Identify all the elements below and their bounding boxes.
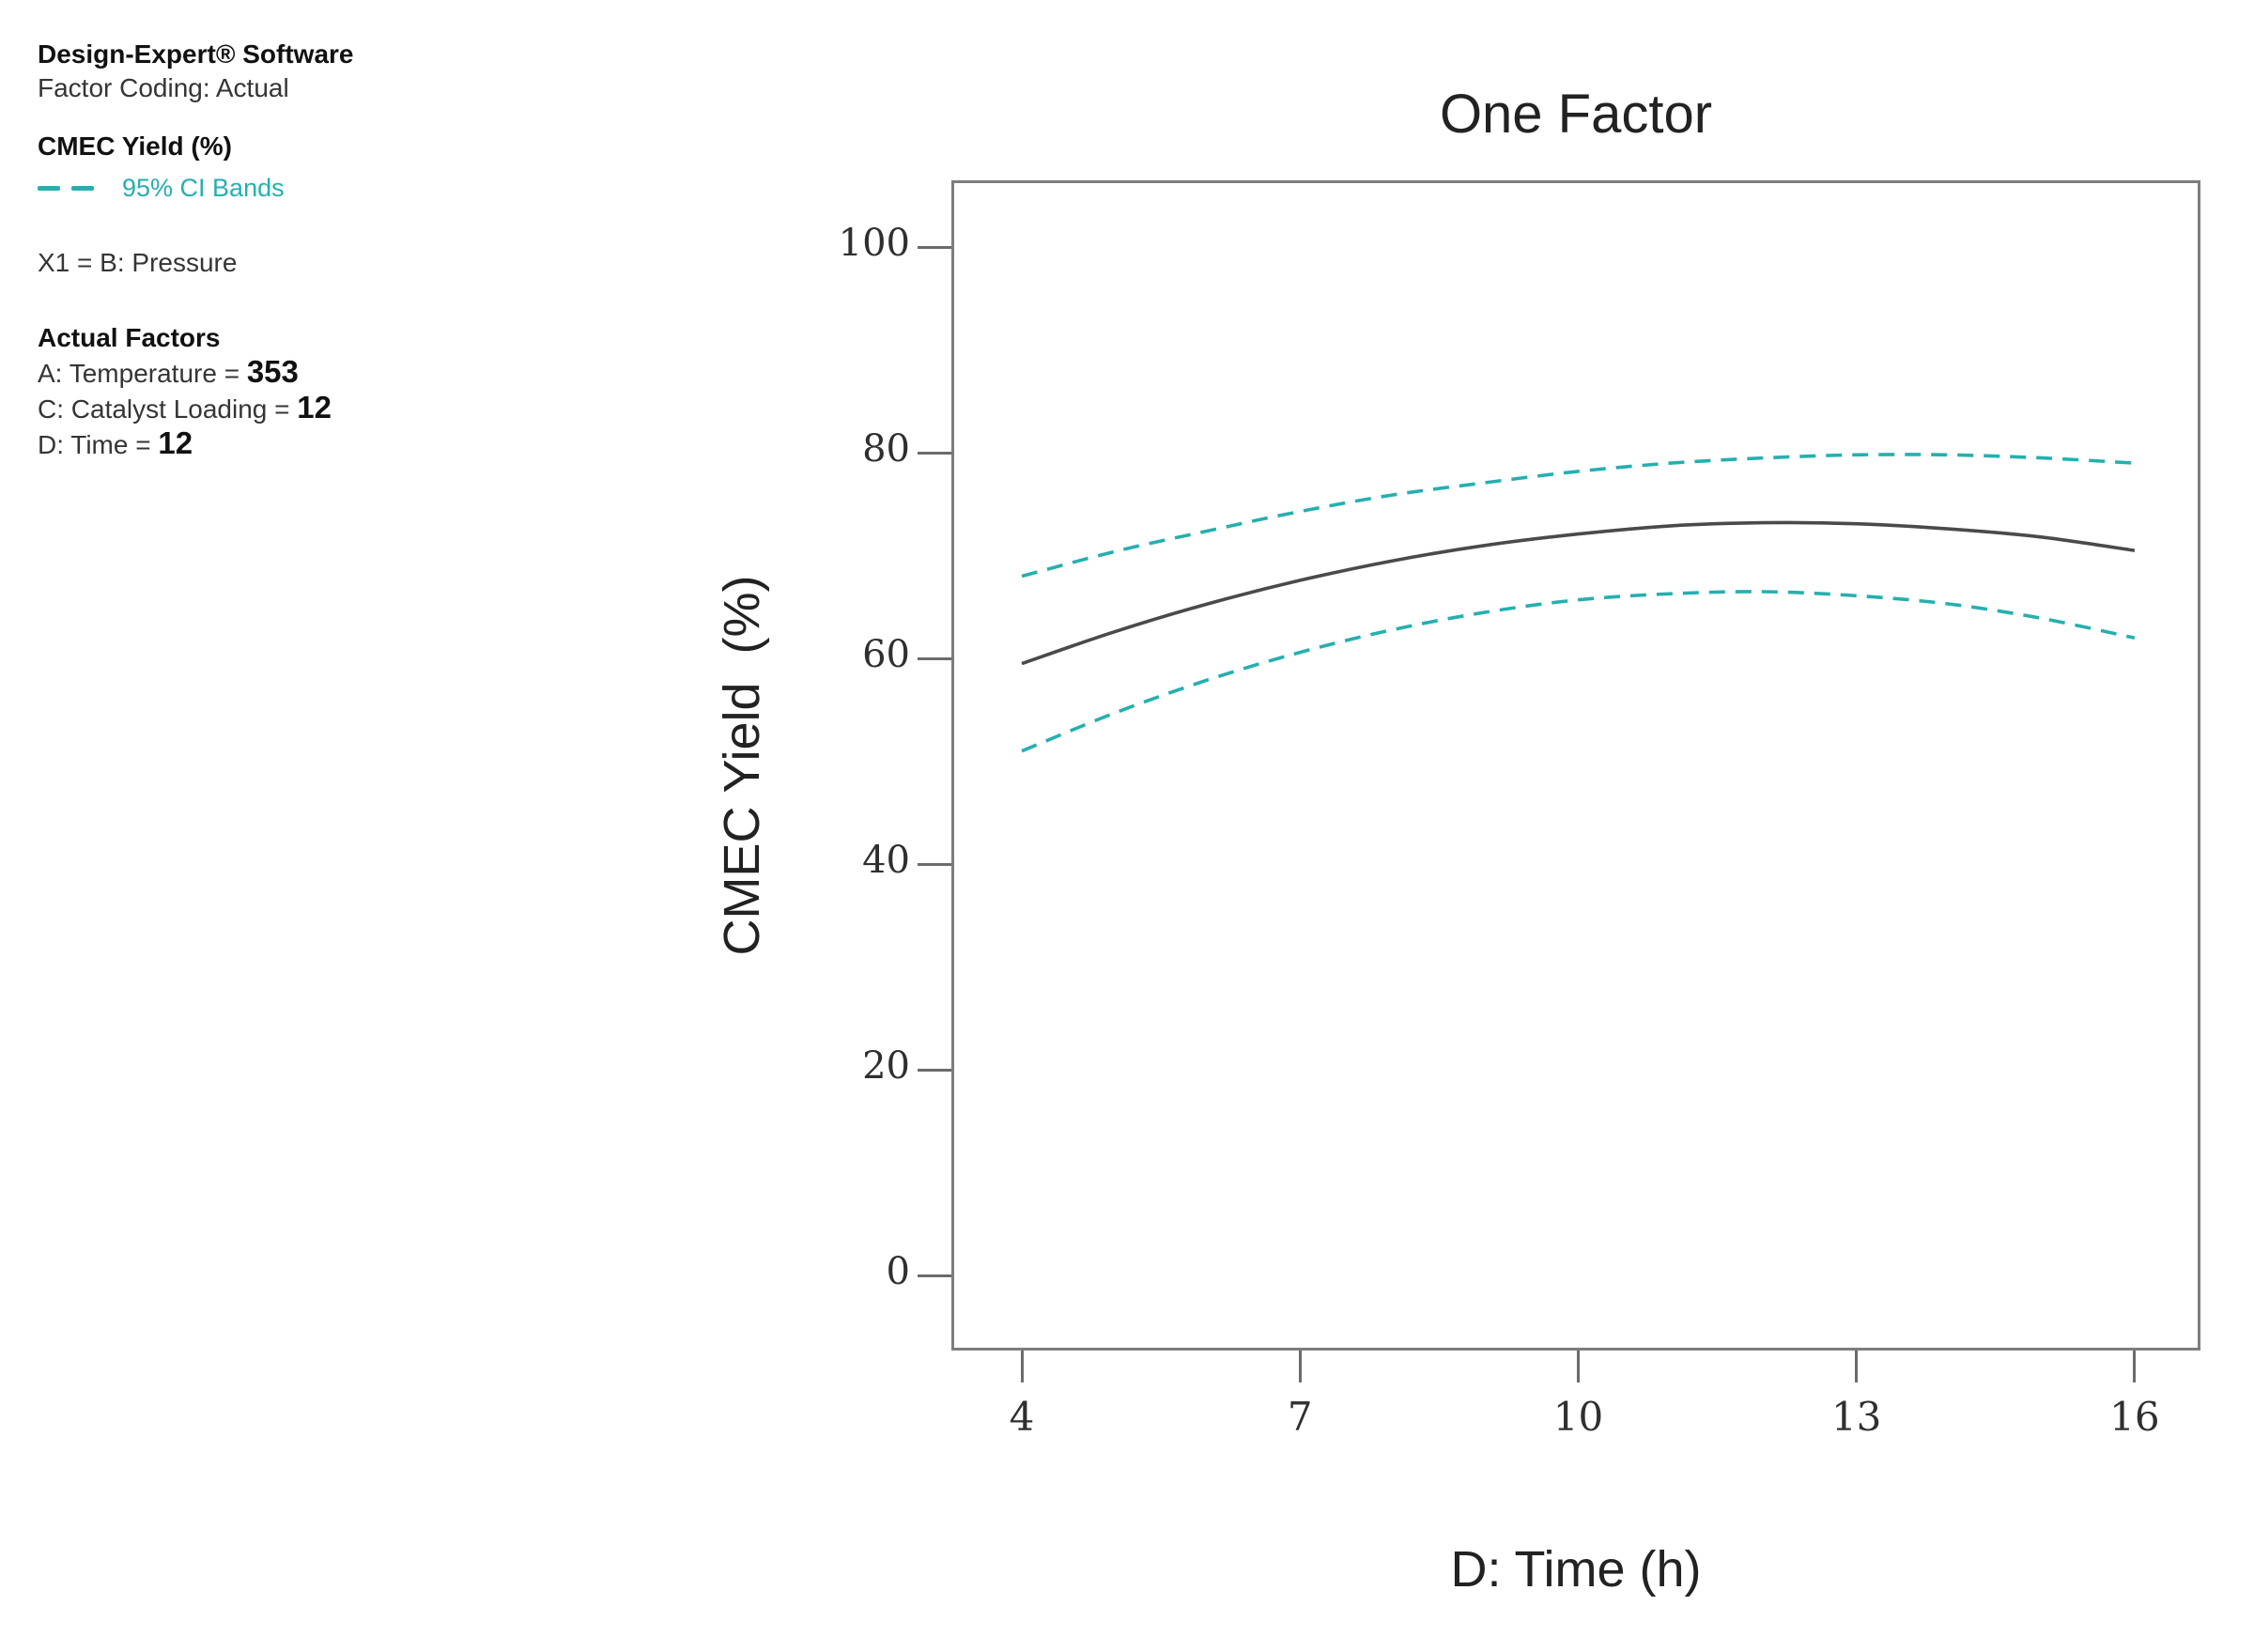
- curves-canvas: [1021, 453, 2136, 753]
- y-tick-mark: [918, 245, 951, 249]
- response-name: CMEC Yield (%): [38, 131, 232, 161]
- y-tick-label: 20: [862, 1044, 910, 1088]
- y-tick-mark: [918, 1274, 951, 1277]
- factor-line-temperature: A: Temperature = 353: [38, 354, 299, 389]
- factor-coding-line: Factor Coding: Actual: [38, 73, 289, 102]
- y-axis-label: CMEC Yield (%): [714, 575, 770, 956]
- x-tick-mark: [1020, 1351, 1024, 1382]
- software-title: Design-Expert® Software: [38, 39, 354, 69]
- x-tick-label: 7: [1287, 1394, 1313, 1440]
- y-tick-label: 40: [862, 839, 910, 883]
- y-tick-mark: [918, 1068, 951, 1072]
- y-tick-mark: [918, 451, 951, 455]
- x-axis-label: D: Time (h): [1450, 1541, 1702, 1598]
- x-tick-label: 13: [1830, 1394, 1882, 1440]
- factor-value: 12: [158, 425, 193, 460]
- x-tick-mark: [2133, 1351, 2137, 1382]
- factor-line-time: D: Time = 12: [38, 425, 193, 460]
- x-tick-label: 4: [1009, 1394, 1035, 1440]
- ci-dash-icon: [71, 185, 94, 191]
- ci-dash-icon: [38, 185, 60, 191]
- ci-bands-legend: 95% CI Bands: [38, 171, 564, 205]
- factor-value: 12: [297, 390, 332, 425]
- y-tick-label: 100: [838, 222, 910, 266]
- y-tick-label: 60: [862, 633, 910, 677]
- info-sidebar: Design-Expert® Software Factor Coding: A…: [38, 38, 564, 462]
- x1-factor-line: X1 = B: Pressure: [38, 248, 238, 277]
- x-tick-mark: [1298, 1351, 1302, 1382]
- y-tick-label: 0: [886, 1250, 910, 1294]
- factor-value: 353: [246, 354, 299, 389]
- series-ci-lower-95: [1021, 590, 2136, 753]
- x-tick-mark: [1855, 1351, 1859, 1382]
- y-tick-label: 80: [862, 427, 910, 471]
- x-tick-label: 10: [1552, 1394, 1604, 1440]
- ci-bands-legend-label: 95% CI Bands: [122, 174, 285, 202]
- y-tick-mark: [918, 862, 951, 866]
- series-ci-upper-95: [1021, 453, 2135, 579]
- factor-line-catalyst: C: Catalyst Loading = 12: [38, 390, 332, 425]
- plot-area: [951, 180, 2200, 1351]
- y-tick-mark: [918, 656, 951, 660]
- chart-title: One Factor: [1439, 84, 1713, 145]
- actual-factors-heading: Actual Factors: [38, 323, 221, 352]
- x-tick-label: 16: [2109, 1394, 2160, 1440]
- x-tick-mark: [1576, 1351, 1580, 1382]
- series-predicted-mean: [1021, 520, 2136, 666]
